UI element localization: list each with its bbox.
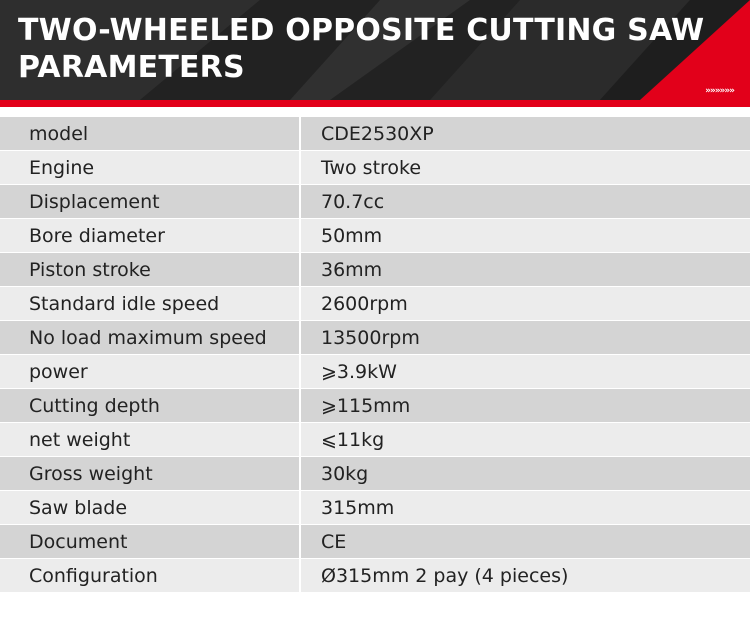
spec-value: 13500rpm [300, 320, 750, 355]
spec-label: Piston stroke [0, 252, 301, 287]
spec-label: Gross weight [0, 456, 301, 491]
spec-label: Engine [0, 150, 301, 185]
red-corner-triangle [640, 0, 750, 100]
spec-value: 315mm [300, 490, 750, 525]
spec-value: 50mm [300, 218, 750, 253]
spec-value: CE [300, 524, 750, 559]
spec-value: ⩾3.9kW [300, 354, 750, 389]
spec-value: 30kg [300, 456, 750, 491]
spec-table: model CDE2530XP Engine Two stroke Displaceme… [0, 116, 750, 593]
table-row: power ⩾3.9kW [0, 354, 750, 389]
table-row: Gross weight 30kg [0, 456, 750, 491]
table-row: Bore diameter 50mm [0, 218, 750, 253]
spec-label: net weight [0, 422, 301, 457]
page-title: TWO-WHEELED OPPOSITE CUTTING SAW PARAMET… [18, 12, 704, 86]
table-row: Document CE [0, 524, 750, 559]
spec-value: Two stroke [300, 150, 750, 185]
spec-label: power [0, 354, 301, 389]
table-row: Engine Two stroke [0, 150, 750, 185]
header-banner: TWO-WHEELED OPPOSITE CUTTING SAW PARAMET… [0, 0, 750, 100]
spec-label: Displacement [0, 184, 301, 219]
red-divider [0, 100, 750, 107]
spec-value: 36mm [300, 252, 750, 287]
spec-label: Document [0, 524, 301, 559]
spec-label: model [0, 116, 301, 151]
spec-label: Configuration [0, 558, 301, 593]
table-row: Displacement 70.7cc [0, 184, 750, 219]
spec-value: 70.7cc [300, 184, 750, 219]
title-line-1: TWO-WHEELED OPPOSITE CUTTING SAW [18, 13, 705, 48]
spec-value: ⩽11kg [300, 422, 750, 457]
spec-label: Cutting depth [0, 388, 301, 423]
table-row: Cutting depth ⩾115mm [0, 388, 750, 423]
spec-value: ⩾115mm [300, 388, 750, 423]
table-row: Standard idle speed 2600rpm [0, 286, 750, 321]
spec-label: No load maximum speed [0, 320, 301, 355]
table-row: Saw blade 315mm [0, 490, 750, 525]
title-line-2: PARAMETERS [18, 50, 245, 85]
spec-label: Saw blade [0, 490, 301, 525]
table-row: Piston stroke 36mm [0, 252, 750, 287]
spec-label: Bore diameter [0, 218, 301, 253]
table-row: model CDE2530XP [0, 116, 750, 151]
chevrons-icon: »»»»»» [705, 86, 735, 96]
table-row: No load maximum speed 13500rpm [0, 320, 750, 355]
table-row: Configuration Ø315mm 2 pay (4 pieces) [0, 558, 750, 593]
spec-value: CDE2530XP [300, 116, 750, 151]
spec-value: Ø315mm 2 pay (4 pieces) [300, 558, 750, 593]
header-background [0, 0, 750, 100]
table-row: net weight ⩽11kg [0, 422, 750, 457]
spec-label: Standard idle speed [0, 286, 301, 321]
spec-value: 2600rpm [300, 286, 750, 321]
